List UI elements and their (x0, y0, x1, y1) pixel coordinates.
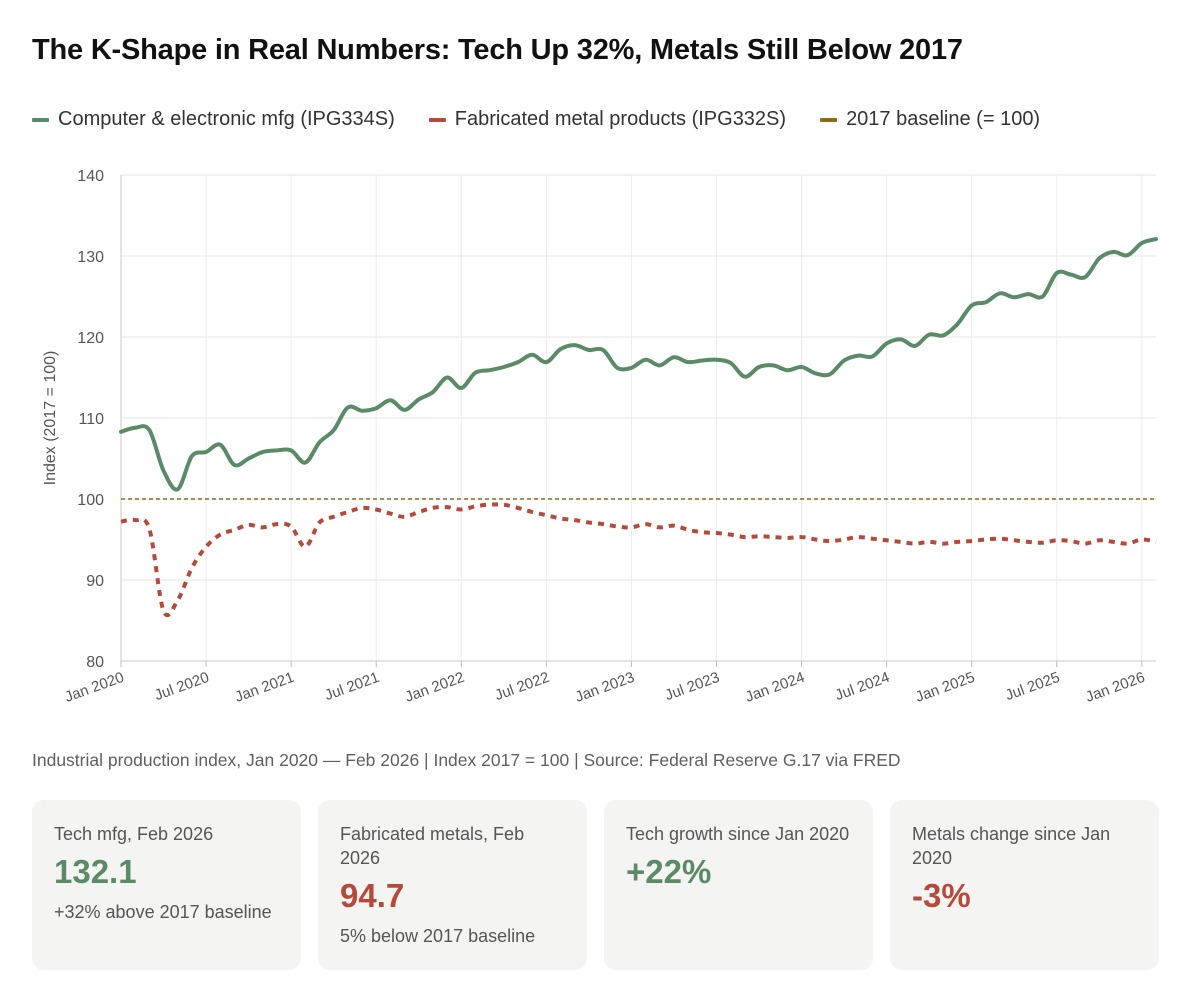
x-tick-label: Jan 2023 (573, 669, 637, 706)
legend-label-metals: Fabricated metal products (IPG332S) (454, 108, 787, 130)
legend-swatch-baseline (820, 117, 838, 122)
x-tick-label: Jul 2025 (1003, 669, 1062, 704)
stat-card-value: 132.1 (54, 853, 137, 890)
y-tick-label: 120 (77, 330, 104, 347)
stat-card-metals-value: Fabricated metals, Feb 2026 94.7 5% belo… (318, 800, 587, 970)
y-tick-label: 110 (78, 411, 104, 428)
y-tick-label: 140 (77, 168, 104, 185)
x-tick-label: Jan 2025 (913, 669, 977, 706)
stat-card-label: Fabricated metals, Feb 2026 (340, 824, 525, 868)
x-tick-label: Jul 2022 (493, 669, 552, 704)
x-tick-label: Jan 2026 (1083, 669, 1147, 706)
x-tick-label: Jan 2024 (743, 669, 807, 706)
series-line-metals (120, 502, 1157, 618)
x-tick-label: Jan 2020 (63, 669, 127, 706)
legend-item-metals: Fabricated metal products (IPG332S) (428, 108, 787, 131)
stat-cards: Tech mfg, Feb 2026 132.1 +32% above 2017… (32, 800, 1159, 970)
y-tick-label: 130 (77, 249, 104, 266)
x-tick-label: Jul 2023 (663, 669, 722, 704)
stat-card-sub: 5% below 2017 baseline (340, 926, 536, 946)
x-tick-label: Jul 2021 (322, 669, 381, 704)
stat-card-value: -3% (912, 877, 971, 914)
legend-item-tech: Computer & electronic mfg (IPG334S) (32, 108, 395, 131)
stat-card-sub: +32% above 2017 baseline (54, 902, 272, 922)
chart-legend: Computer & electronic mfg (IPG334S) Fabr… (32, 108, 1040, 131)
legend-label-tech: Computer & electronic mfg (IPG334S) (58, 108, 395, 130)
stat-card-value: +22% (626, 853, 712, 890)
y-axis-label: Index (2017 = 100) (42, 351, 59, 486)
chart-caption: Industrial production index, Jan 2020 — … (32, 750, 901, 770)
x-tick-label: Jul 2024 (833, 669, 892, 704)
stat-card-metals-change: Metals change since Jan 2020 -3% (890, 800, 1159, 970)
legend-item-baseline: 2017 baseline (= 100) (820, 108, 1040, 131)
x-tick-label: Jan 2022 (403, 669, 467, 706)
legend-swatch-tech (32, 117, 49, 122)
line-chart: 80 90 100 110 120 130 140 Jan 2020 Jul 2020 Jan 2… (42, 168, 1158, 706)
chart-title: The K-Shape in Real Numbers: Tech Up 32%… (32, 34, 963, 66)
legend-swatch-metals (428, 117, 446, 122)
y-tick-label: 80 (86, 654, 104, 671)
stat-card-tech-value: Tech mfg, Feb 2026 132.1 +32% above 2017… (32, 800, 301, 970)
y-tick-label: 90 (86, 573, 104, 590)
stat-card-label: Tech growth since Jan 2020 (626, 824, 850, 844)
x-tick-label: Jan 2021 (233, 669, 297, 706)
legend-label-baseline: 2017 baseline (= 100) (846, 108, 1041, 130)
stat-card-tech-growth: Tech growth since Jan 2020 +22% (604, 800, 873, 970)
y-tick-label: 100 (77, 492, 104, 509)
stat-card-label: Metals change since Jan 2020 (912, 824, 1111, 868)
series-line-tech (119, 237, 1158, 492)
x-tick-label: Jul 2020 (152, 669, 211, 704)
stat-card-label: Tech mfg, Feb 2026 (54, 824, 214, 844)
stat-card-value: 94.7 (340, 877, 405, 914)
